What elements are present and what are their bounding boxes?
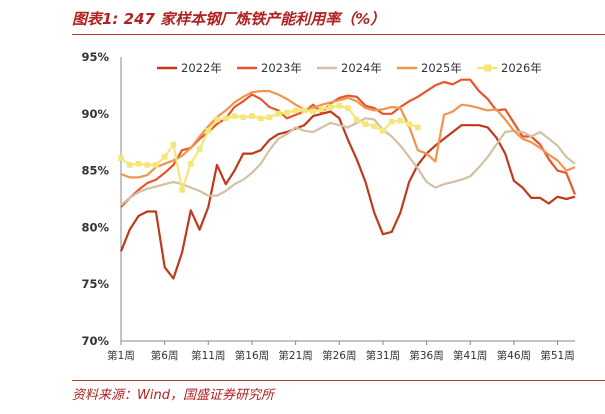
series-line-2022年 <box>119 110 576 280</box>
data-point-2026年 <box>249 113 255 119</box>
y-tick-label: 85% <box>81 164 109 178</box>
series-line-2024年 <box>120 117 576 206</box>
data-point-2026年 <box>153 162 159 168</box>
data-point-2026年 <box>240 114 247 121</box>
data-point-2026年 <box>397 117 404 124</box>
data-point-2026年 <box>310 108 316 115</box>
data-point-2026年 <box>336 103 343 109</box>
data-point-2026年 <box>205 128 212 134</box>
data-point-2026年 <box>415 124 421 131</box>
data-point-2026年 <box>301 107 308 114</box>
data-point-2026年 <box>380 128 386 134</box>
x-tick-label: 第41周 <box>453 349 487 362</box>
data-point-2026年 <box>284 109 290 116</box>
y-tick-label: 90% <box>81 107 109 121</box>
series-line-2025年 <box>120 90 576 179</box>
data-point-2026年 <box>231 113 238 119</box>
y-tick-label: 70% <box>81 334 109 348</box>
x-tick-label: 第6周 <box>151 349 179 362</box>
data-point-2026年 <box>292 107 299 114</box>
data-point-2026年 <box>371 123 377 130</box>
data-point-2026年 <box>345 105 351 111</box>
chart-axes: 70% 75% 80% 85% 90% 95% 第1周 第6周 第11周 第16周 第21周 第26周… <box>81 50 575 362</box>
legend-label: 2026年 <box>501 61 542 75</box>
source-note: 资料来源：Wind，国盛证券研究所 <box>72 388 274 403</box>
x-tick-label: 第1周 <box>107 349 135 362</box>
x-tick-label: 第21周 <box>278 349 312 362</box>
series-layer <box>118 78 577 280</box>
data-point-2026年 <box>144 162 150 168</box>
x-tick-label: 第11周 <box>191 349 225 362</box>
data-point-2026年 <box>196 146 203 152</box>
x-tick-label: 第16周 <box>235 349 269 362</box>
data-point-2026年 <box>222 115 229 122</box>
data-point-2026年 <box>406 121 412 127</box>
chart-legend: 2022年 2023年 2024年 2025年 2026年 <box>157 61 542 75</box>
data-point-2026年 <box>214 116 220 123</box>
data-point-2026年 <box>266 114 273 121</box>
data-point-2026年 <box>161 154 168 160</box>
data-point-2026年 <box>170 141 177 148</box>
data-point-2026年 <box>188 160 194 167</box>
legend-label: 2025年 <box>421 61 462 75</box>
data-point-2026年 <box>353 116 360 123</box>
data-point-2026年 <box>257 115 264 122</box>
legend-marker-2026年 <box>484 64 491 72</box>
top-rule <box>72 34 605 35</box>
x-tick-label: 第36周 <box>409 349 443 362</box>
bottom-rule <box>72 380 605 381</box>
x-tick-label: 第51周 <box>540 349 574 362</box>
data-point-2026年 <box>319 106 325 113</box>
y-tick-label: 80% <box>81 220 109 234</box>
legend-label: 2022年 <box>181 61 222 75</box>
y-tick-label: 75% <box>81 277 109 291</box>
data-point-2026年 <box>126 162 133 168</box>
data-point-2026年 <box>179 187 185 193</box>
x-tick-label: 第31周 <box>366 349 400 362</box>
legend-label: 2024年 <box>341 61 382 75</box>
x-tick-label: 第26周 <box>322 349 356 362</box>
data-point-2026年 <box>275 111 281 117</box>
figure-title: 图表1: 247 家样本钢厂炼铁产能利用率（%） <box>72 10 386 28</box>
legend-label: 2023年 <box>261 61 302 75</box>
y-tick-label: 95% <box>81 50 109 64</box>
data-point-2026年 <box>327 104 334 110</box>
data-point-2026年 <box>388 118 395 125</box>
data-point-2026年 <box>362 121 369 127</box>
data-point-2026年 <box>135 160 142 167</box>
data-point-2026年 <box>118 155 124 161</box>
x-tick-label: 第46周 <box>497 349 531 362</box>
